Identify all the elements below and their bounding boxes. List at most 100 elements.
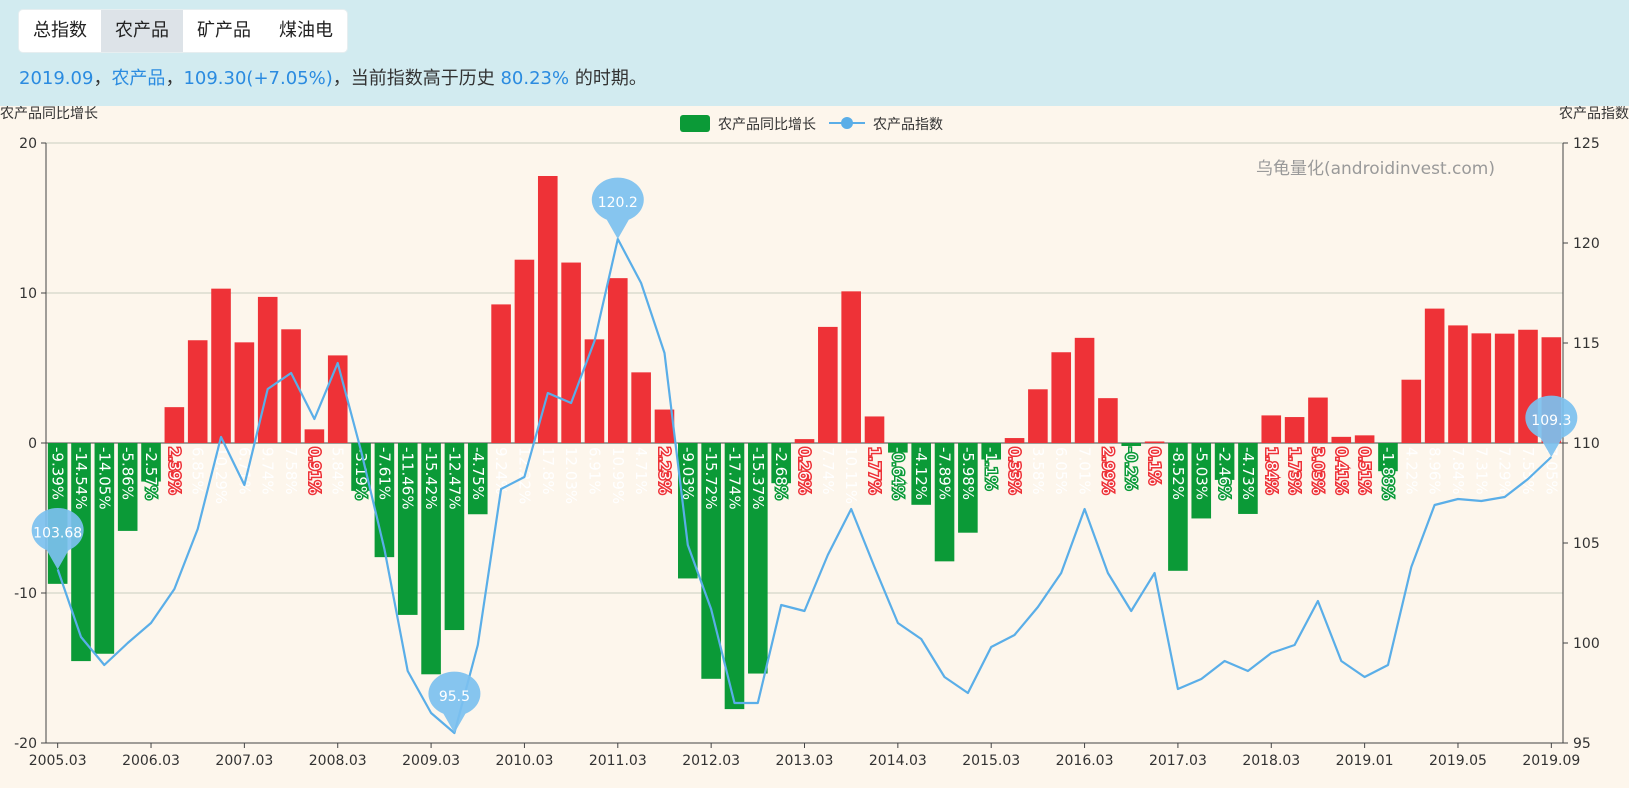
index-marker-label: 109.3: [1531, 413, 1571, 429]
bar-54: [1308, 397, 1328, 443]
status-separator: ，: [93, 68, 112, 89]
bar-value-label: 8.96%: [1426, 447, 1444, 495]
status-separator: ，: [332, 68, 351, 89]
bar-value-label: -5.98%: [959, 447, 977, 500]
x-tick-label: 2019.05: [1429, 753, 1487, 769]
tab-total-index[interactable]: 总指数: [33, 20, 87, 41]
x-tick-label: 2019.01: [1336, 753, 1394, 769]
bar-59: [1424, 308, 1445, 443]
bar-31: [771, 443, 791, 484]
x-tick-label: 2005.03: [29, 753, 87, 769]
x-tick-label: 2008.03: [309, 753, 367, 769]
tab-coal-oil-power[interactable]: 煤油电: [279, 20, 333, 41]
right-axis-title: 农产品指数: [1559, 106, 1629, 122]
bar-value-label: 7.29%: [1496, 447, 1514, 495]
index-marker-shape: [591, 177, 644, 239]
bar-value-label: 1.77%: [866, 447, 884, 495]
x-tick-label: 2009.03: [402, 753, 460, 769]
left-tick-label: 10: [19, 286, 37, 302]
bar-7: [211, 288, 231, 443]
bar-value-label: 6.71%: [235, 447, 253, 495]
bar-21: [537, 176, 558, 443]
bar-value-label: 2.23%: [655, 447, 673, 495]
bar-value-label: 9.24%: [492, 447, 510, 495]
index-marker-pin: 120.2: [591, 177, 644, 239]
bar-4: [141, 443, 161, 482]
bar-value-label: -14.05%: [95, 447, 113, 510]
bar-value-label: 0.41%: [1332, 447, 1350, 495]
bar-51: [1238, 443, 1258, 514]
left-axis-title: 农产品同比增长: [0, 106, 98, 122]
bar-value-label: -9.03%: [679, 447, 697, 500]
bar-value-label: 0.91%: [305, 447, 323, 495]
bar-6: [187, 340, 208, 443]
bar-value-label: -4.73%: [1239, 447, 1257, 500]
status-date: 2019.09: [19, 68, 94, 89]
bar-value-label: 6.91%: [585, 447, 603, 495]
bar-28: [701, 443, 721, 679]
bar-36: [888, 443, 908, 453]
bar-53: [1284, 417, 1305, 443]
x-tick-label: 2018.03: [1242, 753, 1300, 769]
status-text-after: 的时期。: [574, 68, 647, 89]
bar-value-label: -15.42%: [422, 447, 440, 510]
right-tick-label: 115: [1573, 336, 1600, 352]
bar-value-label: 9.74%: [259, 447, 277, 495]
bar-value-label: 10.29%: [212, 447, 230, 504]
bar-value-label: -4.12%: [912, 447, 930, 500]
index-marker-label: 120.2: [598, 195, 638, 211]
index-marker-label: 95.5: [439, 689, 470, 705]
bar-value-label: 7.84%: [1449, 447, 1467, 495]
bar-value-label: 1.73%: [1286, 447, 1304, 495]
index-marker-pin: 103.68: [31, 507, 84, 570]
bar-value-label: -15.72%: [702, 447, 720, 510]
x-tick-label: 2007.03: [215, 753, 273, 769]
bar-58: [1401, 379, 1422, 443]
bar-29: [724, 443, 745, 710]
left-tick-label: 20: [19, 136, 37, 152]
bar-49: [1191, 443, 1212, 519]
x-tick-label: 2014.03: [869, 753, 927, 769]
bar-22: [561, 262, 581, 443]
tab-agricultural[interactable]: 农产品: [101, 10, 183, 52]
bar-value-label: 4.71%: [632, 447, 650, 495]
bar-value-label: -4.75%: [469, 447, 487, 500]
bar-33: [818, 326, 838, 443]
bar-45: [1098, 398, 1118, 443]
x-tick-label: 2010.03: [495, 753, 553, 769]
bar-value-label: 3.03%: [1309, 447, 1327, 495]
bar-1: [71, 443, 91, 662]
bar-value-label: -2.57%: [142, 447, 160, 500]
legend-bar-label: 农产品同比增长: [718, 117, 816, 133]
bar-value-label: 2.39%: [165, 447, 183, 495]
status-separator: ，: [165, 68, 184, 89]
bar-27: [678, 443, 698, 579]
right-tick-label: 100: [1573, 636, 1600, 652]
status-category: 农产品: [111, 68, 166, 89]
bar-value-label: 12.03%: [562, 447, 580, 504]
watermark: 乌龟量化(androidinvest.com): [1256, 159, 1495, 179]
bar-value-label: 7.58%: [282, 447, 300, 495]
right-tick-label: 95: [1573, 736, 1591, 752]
bar-37: [911, 443, 931, 505]
status-text-before: 当前指数高于历史: [350, 68, 495, 89]
left-tick-label: 0: [28, 436, 37, 452]
x-tick-label: 2012.03: [682, 753, 740, 769]
bar-42: [1028, 389, 1048, 443]
tab-minerals[interactable]: 矿产品: [197, 20, 251, 41]
bar-value-label: 7.31%: [1472, 447, 1490, 495]
bar-value-label: 7.74%: [819, 447, 837, 495]
bar-value-label: -11.46%: [399, 447, 417, 510]
bar-value-label: 10.99%: [609, 447, 627, 504]
legend-line-marker: [841, 117, 853, 129]
bar-value-label: -14.54%: [72, 447, 90, 510]
legend-bar-swatch: [680, 115, 710, 132]
bar-value-label: 1.84%: [1262, 447, 1280, 495]
right-tick-label: 110: [1573, 436, 1600, 452]
bar-23: [584, 339, 605, 443]
bar-3: [117, 443, 138, 531]
bar-60: [1448, 325, 1468, 443]
bar-value-label: -5.86%: [119, 447, 137, 500]
legend: 农产品同比增长 农产品指数: [680, 115, 943, 133]
